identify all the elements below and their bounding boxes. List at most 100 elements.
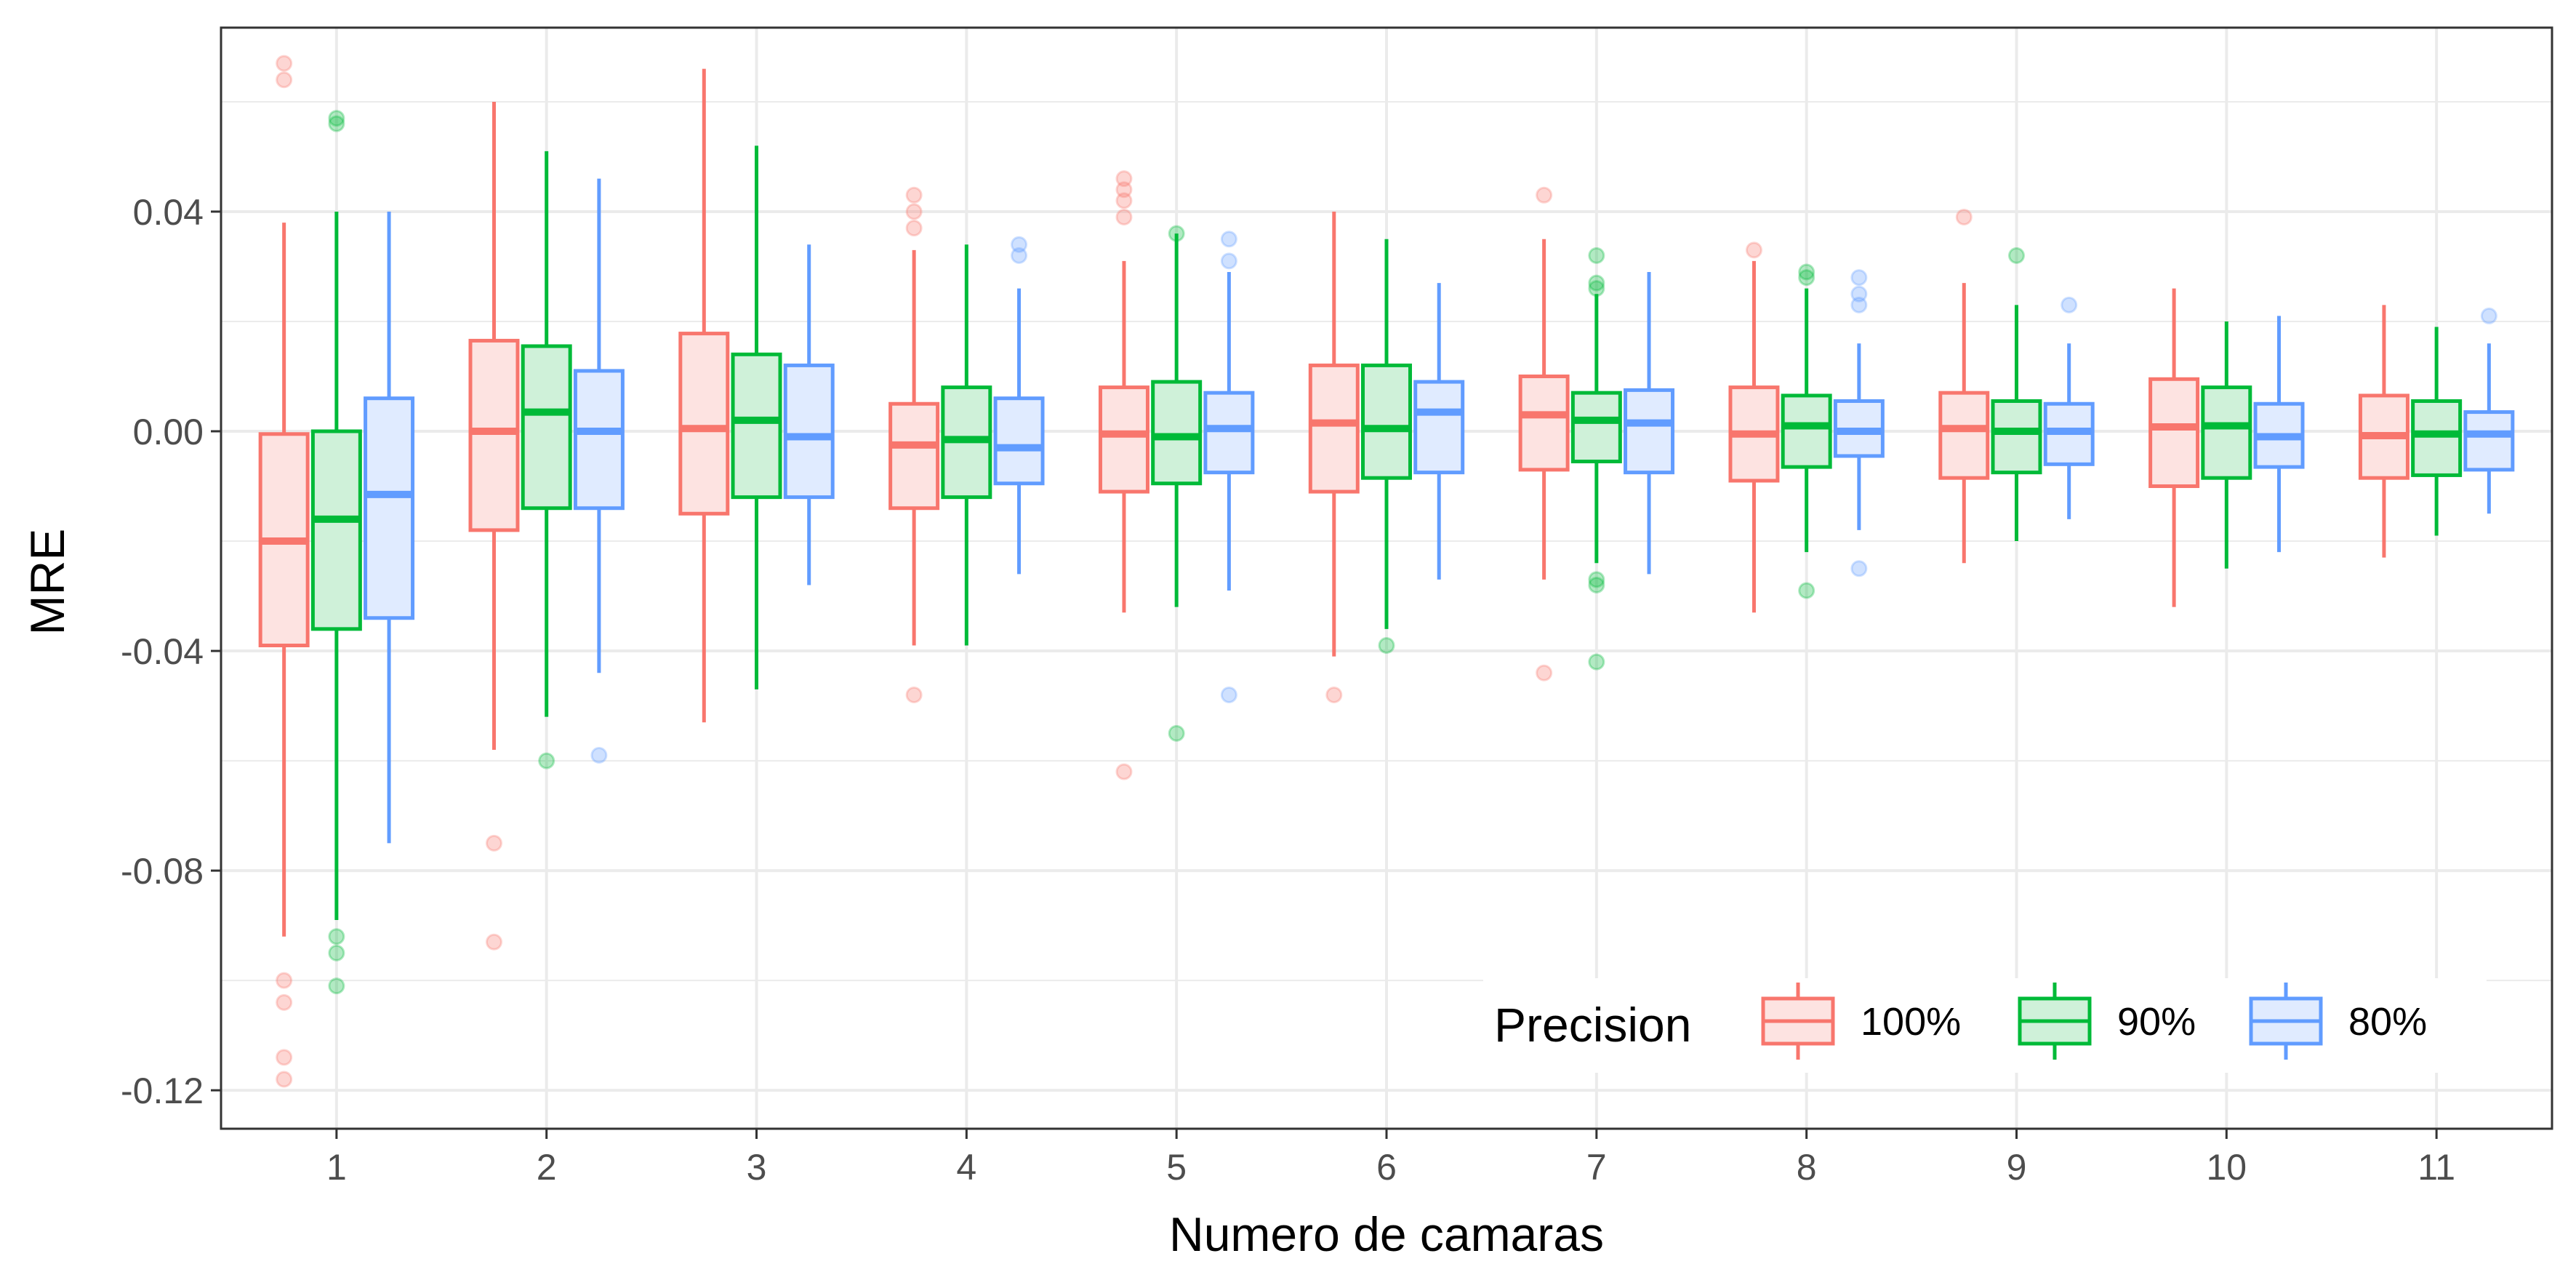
box-7 — [1570, 247, 1622, 671]
outlier-point — [2061, 296, 2078, 313]
box-body — [1781, 393, 1832, 469]
box-body — [521, 344, 572, 511]
outlier-point — [2007, 247, 2025, 264]
outlier-point — [485, 834, 502, 852]
outlier-point — [1115, 181, 1133, 199]
legend-key-80-pct: 80% — [2249, 983, 2427, 1060]
box-3 — [731, 145, 782, 689]
outlier-point — [1588, 274, 1605, 292]
box-2 — [521, 151, 572, 769]
box-body — [888, 401, 940, 511]
outlier-point — [1536, 186, 1553, 204]
box-3 — [783, 244, 835, 585]
box-body — [468, 338, 520, 532]
box-9 — [1938, 209, 1990, 564]
x-tick-label: 10 — [2207, 1147, 2247, 1188]
outlier-point — [1955, 209, 1973, 226]
box-8 — [1781, 263, 1832, 599]
outlier-point — [1588, 280, 1605, 297]
y-tick-label: 0.00 — [133, 412, 204, 452]
outlier-point — [1011, 247, 1028, 264]
box-3 — [678, 68, 730, 723]
box-body — [1570, 391, 1622, 464]
x-tick-label: 1 — [326, 1147, 347, 1188]
outlier-point — [328, 928, 345, 945]
outlier-point — [905, 686, 923, 703]
outlier-point — [276, 972, 293, 989]
box-body — [731, 352, 782, 500]
outlier-point — [276, 55, 293, 72]
box-series — [258, 55, 2515, 1088]
box-body — [1308, 363, 1360, 494]
box-4 — [941, 244, 992, 646]
box-body — [1518, 374, 1570, 472]
box-body — [310, 429, 362, 631]
legend-label: 100% — [1861, 1000, 1961, 1044]
outlier-point — [1011, 236, 1028, 253]
box-body — [1624, 388, 1675, 475]
outlier-point — [328, 977, 345, 995]
outlier-point — [1536, 664, 1553, 681]
box-body — [2411, 399, 2463, 477]
box-6 — [1413, 283, 1465, 580]
legend: Precision 100% 90% 80% — [1483, 978, 2487, 1073]
x-tick-label: 3 — [747, 1147, 767, 1188]
box-body — [2201, 385, 2252, 480]
outlier-point — [1588, 571, 1605, 588]
box-10 — [2201, 321, 2252, 569]
outlier-point — [1588, 247, 1605, 264]
outlier-point — [1115, 170, 1133, 188]
box-1 — [258, 55, 310, 1088]
box-2 — [573, 178, 625, 764]
box-body — [1151, 380, 1203, 486]
outlier-point — [1850, 285, 1868, 303]
box-body — [678, 332, 730, 516]
outlier-point — [2480, 307, 2497, 324]
outlier-point — [1220, 231, 1237, 248]
box-11 — [2411, 327, 2463, 536]
legend-label: 90% — [2117, 1000, 2196, 1044]
outlier-point — [276, 71, 293, 89]
box-10 — [2148, 288, 2200, 607]
box-4 — [993, 236, 1045, 575]
outlier-point — [1220, 252, 1237, 270]
x-tick-label: 4 — [956, 1147, 976, 1188]
outlier-point — [538, 752, 555, 769]
box-9 — [2043, 296, 2095, 519]
axes: 0.04 0.00 -0.04 -0.08 -0.12 1 2 3 4 5 6 7 8 9 10 11 — [121, 192, 2455, 1188]
outlier-point — [1798, 269, 1815, 287]
box-6 — [1308, 211, 1360, 703]
legend-title: Precision — [1494, 998, 1691, 1052]
outlier-point — [1850, 560, 1868, 577]
outlier-point — [276, 1049, 293, 1066]
box-body — [2148, 377, 2200, 489]
box-body — [573, 369, 625, 511]
outlier-point — [276, 1071, 293, 1088]
box-5 — [1151, 225, 1203, 742]
series-100-pct — [258, 55, 2410, 1088]
outlier-point — [590, 747, 608, 764]
series-80-pct — [364, 178, 2515, 844]
x-tick-label: 2 — [537, 1147, 557, 1188]
outlier-point — [485, 933, 502, 951]
outlier-point — [328, 110, 345, 127]
box-6 — [1361, 239, 1412, 655]
outlier-point — [1850, 296, 1868, 313]
x-tick-label: 9 — [2007, 1147, 2027, 1188]
box-8 — [1728, 241, 1780, 613]
y-tick-label: -0.04 — [121, 631, 204, 672]
x-tick-label: 7 — [1586, 1147, 1607, 1188]
box-body — [1098, 385, 1149, 494]
outlier-point — [1798, 582, 1815, 599]
outlier-point — [905, 186, 923, 204]
outlier-point — [328, 944, 345, 961]
outlier-point — [1745, 241, 1762, 259]
box-7 — [1518, 186, 1570, 681]
outlier-point — [1220, 686, 1237, 703]
legend-key-90-pct: 90% — [2018, 983, 2196, 1060]
series-90-pct — [310, 110, 2463, 995]
y-tick-label: -0.08 — [121, 851, 204, 892]
outlier-point — [1798, 263, 1815, 281]
